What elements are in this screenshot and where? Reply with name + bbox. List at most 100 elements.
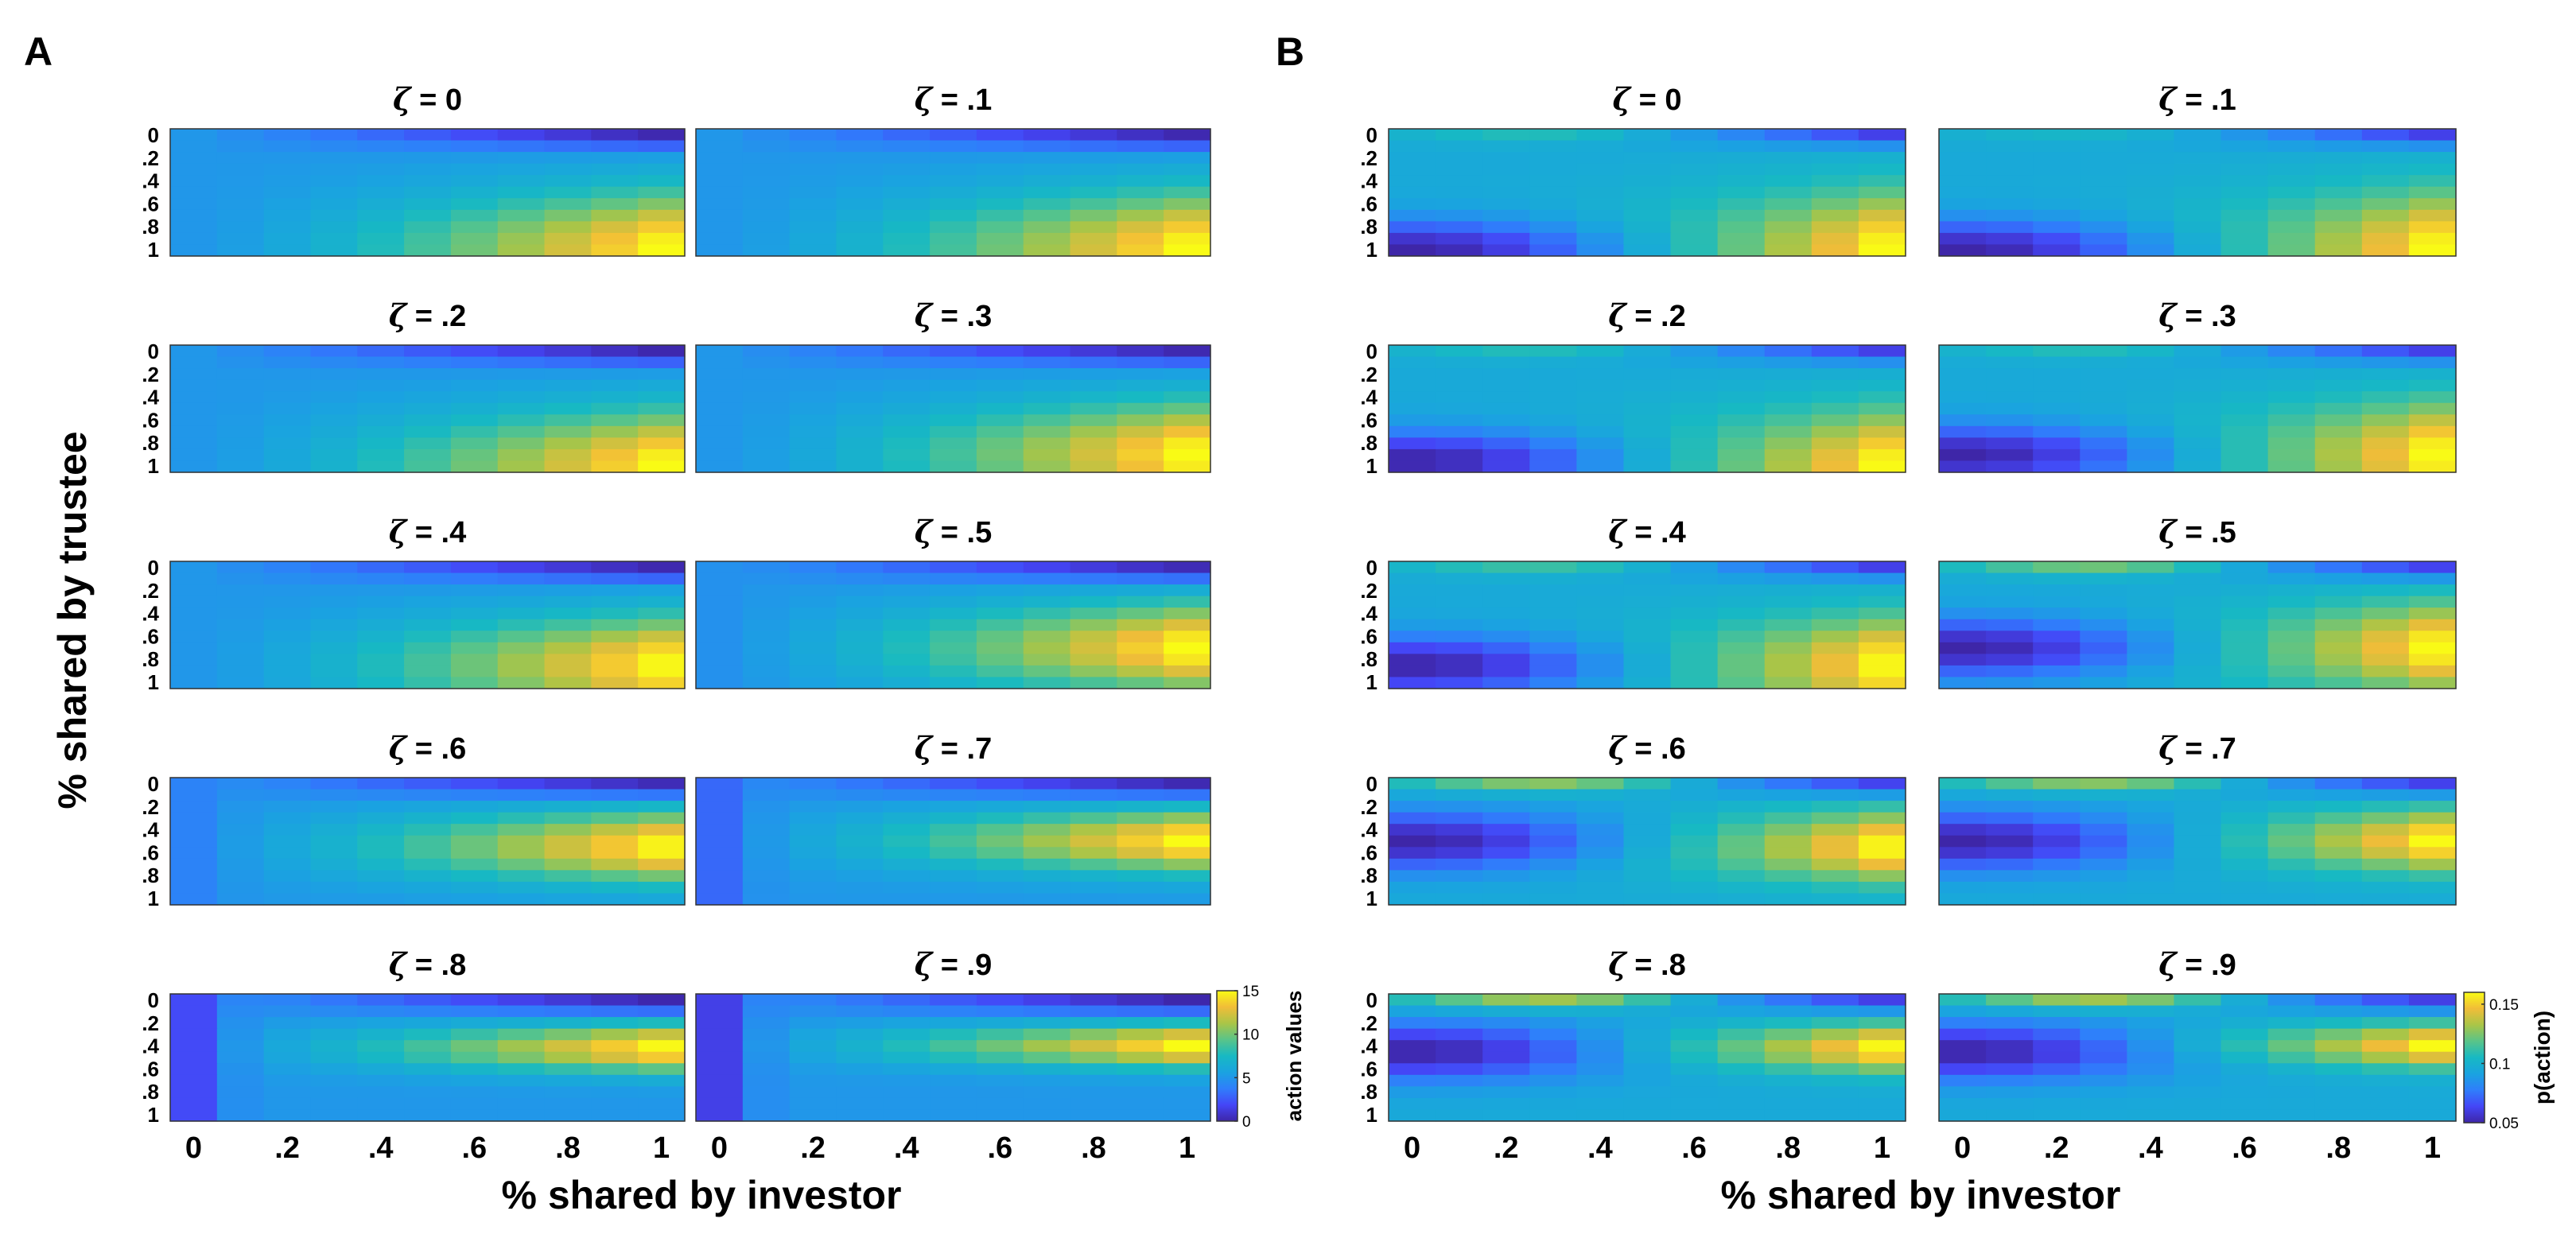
heatmap-cell <box>2127 198 2175 211</box>
heatmap-cell <box>170 129 218 142</box>
heatmap-cell <box>789 881 837 895</box>
heatmap-cell <box>263 665 312 678</box>
heatmap-cell <box>836 881 884 895</box>
heatmap-a-zeta-1: ζ = .1 <box>695 81 1211 257</box>
heatmap-cell <box>170 812 218 825</box>
heatmap-cell <box>591 244 639 257</box>
heatmap-cell <box>2127 561 2175 574</box>
heatmap-cell <box>2220 607 2269 620</box>
heatmap-cell <box>1436 1051 1483 1064</box>
heatmap-cell <box>216 584 265 597</box>
heatmap-cell <box>1717 437 1766 450</box>
heatmap-cell <box>497 244 546 257</box>
heatmap-cell <box>544 631 592 643</box>
heatmap-cell <box>357 665 405 678</box>
heatmap-cell <box>930 835 977 848</box>
heatmap-cell <box>544 140 592 153</box>
heatmap-cell <box>2361 1086 2410 1099</box>
subplot-title-value: = .3 <box>2177 300 2236 333</box>
heatmap-cell <box>638 631 686 643</box>
heatmap-cell <box>883 642 931 654</box>
heatmap-cell <box>696 812 744 825</box>
heatmap-cell <box>2408 129 2457 142</box>
heatmap-cell <box>976 1051 1024 1064</box>
heatmap-cell <box>2314 812 2363 825</box>
heatmap-cell <box>696 1097 744 1111</box>
heatmap-cell <box>404 619 452 631</box>
heatmap-cell <box>1670 186 1719 199</box>
heatmap-cell <box>497 402 546 415</box>
heatmap-cell <box>2267 677 2316 689</box>
heatmap-cell <box>2408 1005 2457 1018</box>
heatmap-cell <box>1023 1017 1071 1030</box>
heatmap-cell <box>216 1063 265 1076</box>
heatmap-cell <box>1811 414 1859 427</box>
heatmap-cell <box>544 345 592 358</box>
heatmap-cell <box>1858 1074 1906 1087</box>
heatmap-cell <box>170 1005 218 1018</box>
heatmap-cell <box>2127 1051 2175 1064</box>
heatmap-cell <box>2361 460 2410 473</box>
heatmap-cell <box>1717 778 1766 790</box>
heatmap-cell <box>404 1028 452 1041</box>
heatmap-cell <box>404 391 452 404</box>
heatmap-cell <box>1117 402 1164 415</box>
heatmap-cell <box>789 175 837 188</box>
heatmap-cell <box>2408 368 2457 381</box>
heatmap-cell <box>1939 437 1987 450</box>
heatmap-cell <box>1436 1040 1483 1053</box>
heatmap-cell <box>789 414 837 427</box>
subplot-title-value: = .2 <box>1626 300 1686 333</box>
heatmap-cell <box>1070 870 1117 883</box>
heatmap-cell <box>2033 607 2081 620</box>
subplot-title-symbol: ζ <box>2158 946 2178 982</box>
heatmap-cell <box>1986 870 2034 883</box>
heatmap-cell <box>2267 152 2316 165</box>
heatmap-cell <box>2033 129 2081 142</box>
heatmap-cell <box>1764 1074 1813 1087</box>
heatmap-cell <box>357 858 405 871</box>
heatmap-cell <box>1436 607 1483 620</box>
heatmap-cell <box>1023 1051 1071 1064</box>
heatmap-cell <box>836 232 884 246</box>
heatmap-cell <box>1986 665 2034 678</box>
heatmap-cell <box>1164 847 1211 860</box>
heatmap-cell <box>1482 870 1530 883</box>
heatmap-cell <box>696 232 744 246</box>
heatmap-cell <box>1389 1040 1436 1053</box>
heatmap-cell <box>976 572 1024 585</box>
heatmap-cell <box>1717 870 1766 883</box>
heatmap-cell <box>789 1109 837 1122</box>
heatmap-cell <box>450 870 499 883</box>
heatmap-cell <box>1389 584 1436 597</box>
heatmap-cell <box>1717 677 1766 689</box>
heatmap-cell <box>2033 572 2081 585</box>
heatmap-cell <box>930 812 977 825</box>
heatmap-cell <box>1023 858 1071 871</box>
heatmap-cell <box>2033 425 2081 438</box>
heatmap-cell <box>1858 870 1906 883</box>
heatmap-cell <box>450 812 499 825</box>
heatmap-cell <box>1858 893 1906 906</box>
heatmap-cell <box>1117 1086 1164 1099</box>
y-tick-label: .2 <box>142 363 159 386</box>
heatmap-cell <box>357 448 405 462</box>
heatmap-cell <box>1623 152 1672 165</box>
heatmap-cell <box>2314 1086 2363 1099</box>
heatmap-cell <box>2080 789 2127 801</box>
heatmap-cell <box>310 561 358 574</box>
heatmap-cell <box>2267 460 2316 473</box>
heatmap-cell <box>1529 140 1577 153</box>
heatmap-cell <box>450 824 499 836</box>
heatmap-cell <box>170 665 218 678</box>
heatmap-cell <box>1764 847 1813 860</box>
heatmap-cell <box>1717 460 1766 473</box>
heatmap-cell <box>216 152 265 165</box>
heatmap-cell <box>404 163 452 176</box>
heatmap-cell <box>1389 665 1436 678</box>
heatmap-cell <box>883 425 931 438</box>
heatmap-cell <box>2033 642 2081 654</box>
heatmap-cell <box>544 129 592 142</box>
heatmap-cell <box>2267 858 2316 871</box>
heatmap-cell <box>170 209 218 222</box>
